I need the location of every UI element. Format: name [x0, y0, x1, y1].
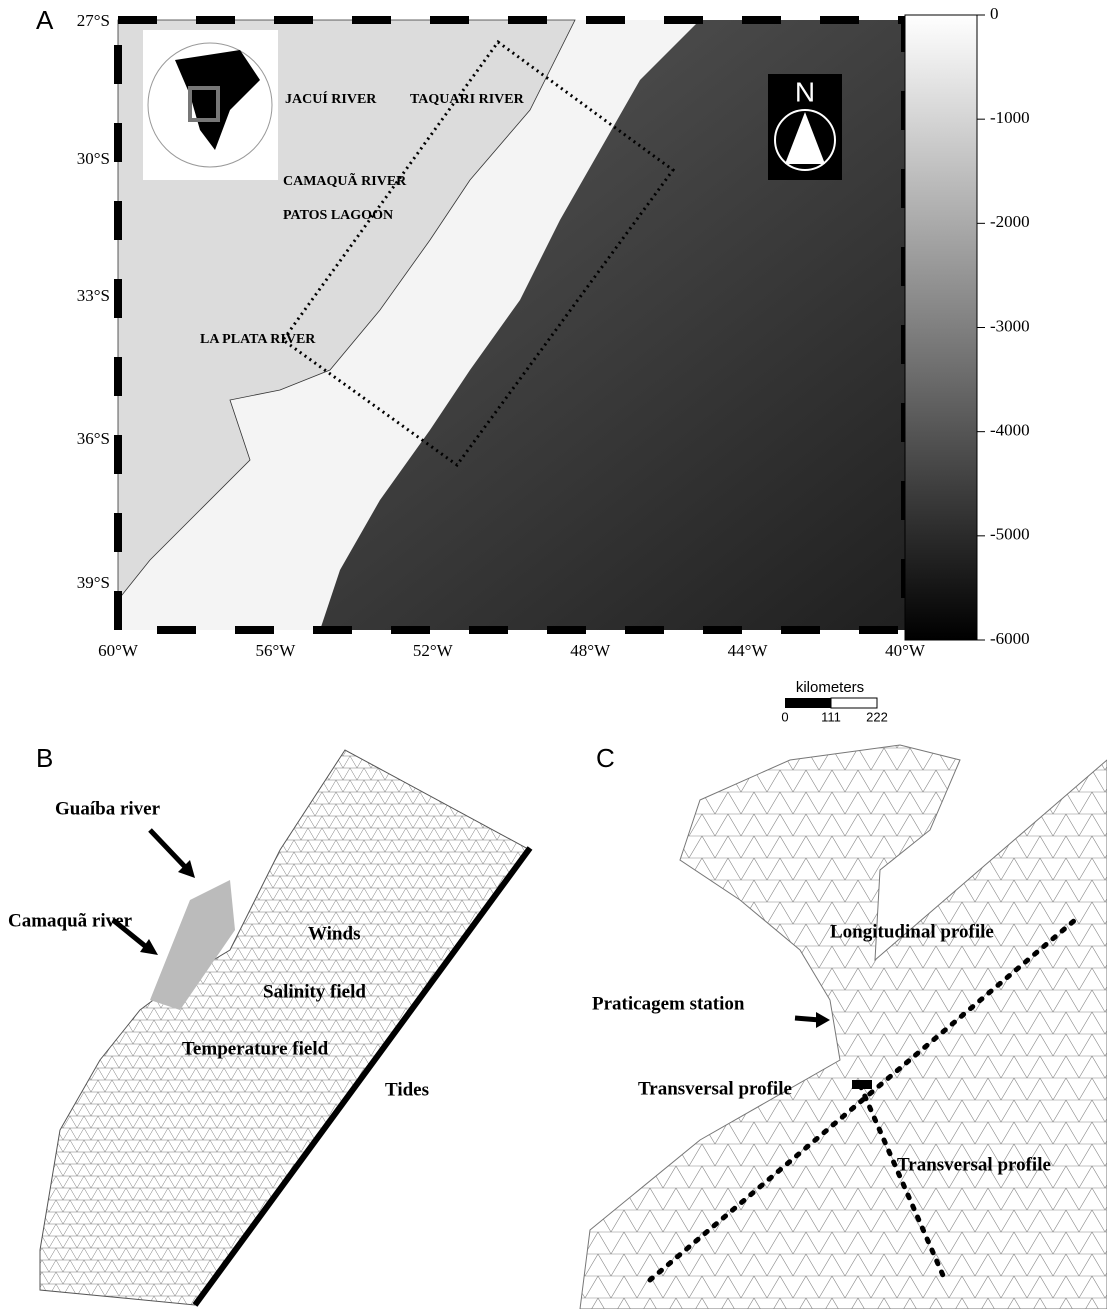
panel-label: A: [36, 5, 54, 35]
colorbar-label: -6000: [990, 629, 1030, 648]
panel-c: C: [580, 743, 1107, 1309]
lon-label: 56°W: [255, 641, 296, 660]
scale-title: kilometers: [796, 679, 864, 696]
colorbar-label: 0: [990, 4, 999, 23]
colorbar-label: -2000: [990, 212, 1030, 231]
figure: N A kilometers B C 27°S 30°S 33°S 36°S 39°S 6…: [0, 0, 1107, 1309]
scale-bar: [785, 698, 831, 708]
annotation: Camaquã river: [8, 910, 133, 931]
lat-label: 30°S: [77, 149, 110, 168]
scale-bar: [831, 698, 877, 708]
lat-label: 36°S: [77, 429, 110, 448]
panel-label: C: [596, 743, 615, 773]
place-label: LA PLATA RIVER: [200, 332, 316, 347]
lat-label: 39°S: [77, 573, 110, 592]
lon-label: 44°W: [728, 641, 769, 660]
colorbar-label: -4000: [990, 421, 1030, 440]
annotation: Winds: [308, 923, 360, 944]
place-label: TAQUARI RIVER: [410, 92, 525, 107]
north-label: N: [795, 76, 815, 107]
annotation: Guaíba river: [55, 798, 161, 819]
colorbar-label: -5000: [990, 525, 1030, 544]
mesh: [40, 750, 530, 1305]
panel-a: N A kilometers: [36, 5, 977, 708]
panel-b: B: [36, 743, 530, 1305]
annotation: Tides: [385, 1079, 429, 1100]
arrow: [113, 830, 188, 950]
lon-label: 48°W: [570, 641, 611, 660]
scale-label: 0: [781, 709, 788, 724]
annotation: Transversal profile: [897, 1154, 1051, 1175]
scale-label: 111: [821, 709, 841, 724]
place-label: PATOS LAGOON: [283, 208, 393, 223]
annotation: Salinity field: [263, 981, 366, 1002]
annotation: Transversal profile: [638, 1078, 792, 1099]
lat-label: 27°S: [77, 11, 110, 30]
scale-label: 222: [866, 709, 888, 724]
transect-marker: [852, 1080, 872, 1089]
arrowhead: [816, 1012, 830, 1028]
annotation: Longitudinal profile: [830, 921, 994, 942]
lon-label: 60°W: [98, 641, 139, 660]
annotation: Praticagem station: [592, 993, 745, 1014]
lat-label: 33°S: [77, 286, 110, 305]
colorbar-label: -3000: [990, 316, 1030, 335]
place-label: JACUÍ RIVER: [285, 90, 377, 107]
annotation: Temperature field: [182, 1038, 329, 1059]
lon-label: 40°W: [885, 641, 926, 660]
colorbar: [905, 15, 977, 640]
colorbar-label: -1000: [990, 108, 1030, 127]
lon-label: 52°W: [413, 641, 454, 660]
mesh: [580, 745, 1107, 1309]
place-label: CAMAQUÃ RIVER: [283, 171, 407, 189]
panel-label: B: [36, 743, 53, 773]
